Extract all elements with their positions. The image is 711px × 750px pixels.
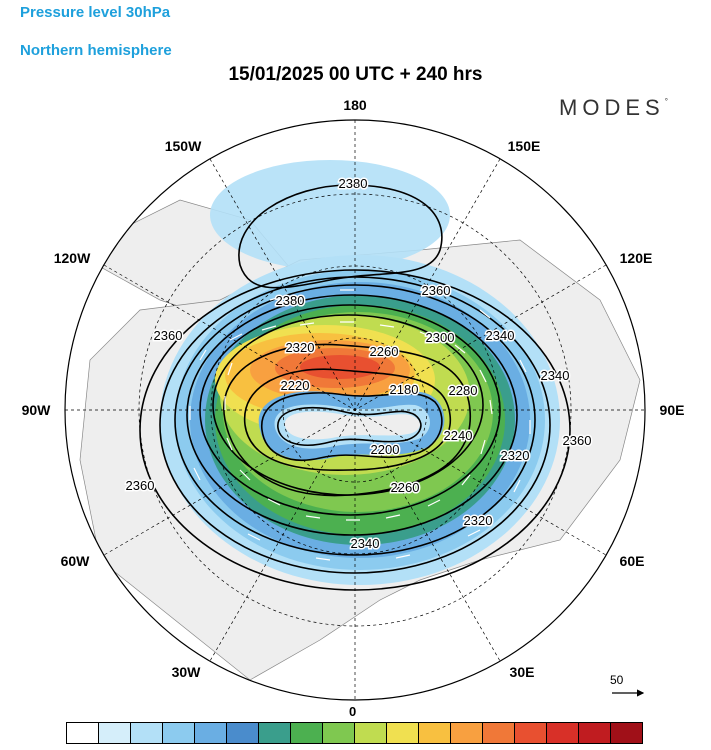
contour-label: 2320 xyxy=(286,340,315,355)
geopotential-contours xyxy=(139,184,571,591)
contour-labels: 2380 2380 2360 2360 2360 2340 2340 2320 2320 2300… xyxy=(124,175,593,553)
wind-scale-label: 50 xyxy=(610,673,624,687)
lon-label-90w: 90W xyxy=(21,402,51,418)
contour-label: 2300 xyxy=(426,330,455,345)
lon-label-120w: 120W xyxy=(53,250,91,266)
lon-label-60e: 60E xyxy=(619,553,645,569)
colorbar-swatch-6 xyxy=(259,723,291,743)
contour-label: 2360 xyxy=(422,283,451,298)
map-field xyxy=(65,120,645,700)
lon-label-30e: 30E xyxy=(509,664,535,680)
contour-label: 2360 xyxy=(126,478,155,493)
contour-label: 2360 xyxy=(154,328,183,343)
modes-logo: MODES° xyxy=(559,95,668,120)
colorbar-swatch-9 xyxy=(355,723,387,743)
colorbar-swatch-2 xyxy=(131,723,163,743)
lon-label-90e: 90E xyxy=(659,402,685,418)
colorbar-swatch-3 xyxy=(163,723,195,743)
colorbar-swatch-11 xyxy=(419,723,451,743)
colorbar xyxy=(66,722,643,744)
contour-label: 2320 xyxy=(464,513,493,528)
lon-label-150e: 150E xyxy=(507,138,541,154)
contour-label: 2380 xyxy=(276,293,305,308)
colorbar-swatch-8 xyxy=(323,723,355,743)
lon-label-180: 180 xyxy=(343,97,367,113)
colorbar-swatch-17 xyxy=(611,723,642,743)
forecast-title: 15/01/2025 00 UTC + 240 hrs xyxy=(228,64,483,85)
colorbar-swatch-7 xyxy=(291,723,323,743)
lon-label-120e: 120E xyxy=(619,250,653,266)
colorbar-swatch-1 xyxy=(99,723,131,743)
contour-label: 2320 xyxy=(501,448,530,463)
colorbar-swatch-0 xyxy=(67,723,99,743)
colorbar-swatch-16 xyxy=(579,723,611,743)
contour-label: 2200 xyxy=(371,442,400,457)
contour-label: 2260 xyxy=(391,480,420,495)
lon-label-30w: 30W xyxy=(171,664,201,680)
contour-label: 2380 xyxy=(339,176,368,191)
lon-label-60w: 60W xyxy=(60,553,90,569)
contour-label: 2220 xyxy=(281,378,310,393)
wind-vectors xyxy=(189,289,531,561)
lon-label-150w: 150W xyxy=(164,138,202,154)
colorbar-swatch-12 xyxy=(451,723,483,743)
contour-label: 2260 xyxy=(370,344,399,359)
contour-label: 2340 xyxy=(541,368,570,383)
contour-label: 2280 xyxy=(449,383,478,398)
contour-label: 2360 xyxy=(563,433,592,448)
lon-label-0: 0 xyxy=(349,704,357,719)
contour-label: 2240 xyxy=(444,428,473,443)
colorbar-swatch-10 xyxy=(387,723,419,743)
pressure-level-label: Pressure level 30hPa xyxy=(20,4,171,21)
contour-label: 2180 xyxy=(390,382,419,397)
hemisphere-label: Northern hemisphere xyxy=(20,42,172,59)
colorbar-swatch-4 xyxy=(195,723,227,743)
contour-label: 2340 xyxy=(351,536,380,551)
colorbar-swatch-15 xyxy=(547,723,579,743)
colorbar-swatch-13 xyxy=(483,723,515,743)
colorbar-swatch-14 xyxy=(515,723,547,743)
contour-label: 2340 xyxy=(486,328,515,343)
colorbar-swatch-5 xyxy=(227,723,259,743)
graticule xyxy=(65,120,645,700)
